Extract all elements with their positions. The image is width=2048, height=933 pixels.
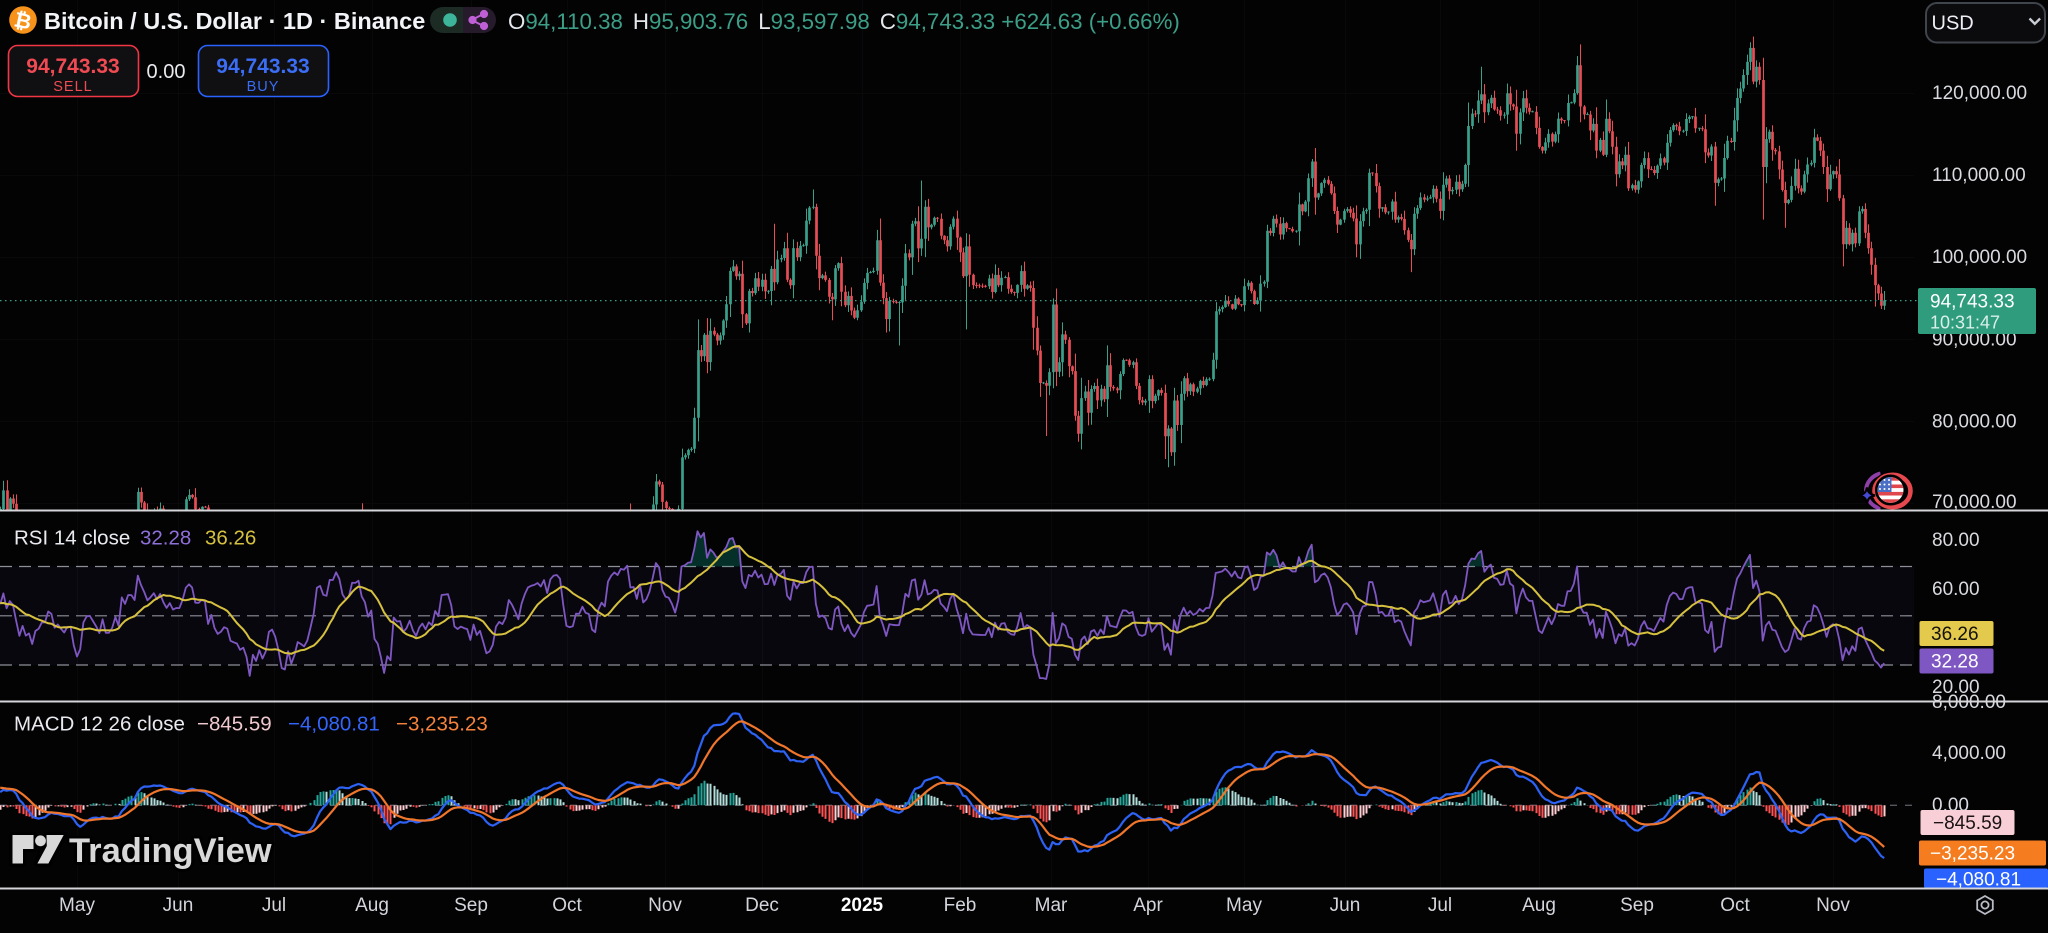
svg-text:32.28: 32.28 [1931, 652, 1979, 673]
svg-text:94,743.33: 94,743.33 [26, 55, 119, 78]
svg-text:36.26: 36.26 [205, 527, 256, 550]
svg-text:70,000.00: 70,000.00 [1932, 492, 2017, 513]
svg-text:Feb: Feb [944, 895, 977, 916]
svg-text:120,000.00: 120,000.00 [1932, 83, 2027, 104]
svg-text:TradingView: TradingView [69, 832, 272, 870]
svg-text:Dec: Dec [745, 895, 779, 916]
svg-text:RSI 14 close: RSI 14 close [14, 527, 130, 550]
svg-text:May: May [1226, 895, 1262, 916]
svg-text:Oct: Oct [552, 895, 582, 916]
svg-text:Aug: Aug [1522, 895, 1556, 916]
svg-text:110,000.00: 110,000.00 [1932, 165, 2026, 186]
svg-text:36.26: 36.26 [1931, 624, 1979, 645]
svg-text:BUY: BUY [247, 79, 280, 95]
svg-text:−4,080.81: −4,080.81 [288, 713, 380, 736]
svg-text:4,000.00: 4,000.00 [1932, 743, 2006, 764]
svg-text:−3,235.23: −3,235.23 [1930, 844, 2015, 865]
svg-text:94,743.33: 94,743.33 [1930, 292, 2015, 313]
svg-text:Oct: Oct [1720, 895, 1750, 916]
svg-text:−4,080.81: −4,080.81 [1936, 870, 2021, 891]
svg-text:94,743.33: 94,743.33 [216, 55, 309, 78]
svg-text:−845.59: −845.59 [1933, 813, 2002, 834]
svg-text:−3,235.23: −3,235.23 [396, 713, 488, 736]
svg-text:Bitcoin / U.S. Dollar · 1D · B: Bitcoin / U.S. Dollar · 1D · Binance [44, 8, 425, 34]
svg-text:MACD 12 26 close: MACD 12 26 close [14, 713, 185, 736]
svg-text:20.00: 20.00 [1932, 677, 1980, 698]
svg-text:SELL: SELL [53, 79, 92, 95]
svg-text:Nov: Nov [1816, 895, 1850, 916]
svg-text:Nov: Nov [648, 895, 682, 916]
svg-text:10:31:47: 10:31:47 [1930, 313, 2000, 333]
svg-text:100,000.00: 100,000.00 [1932, 247, 2027, 268]
svg-text:May: May [59, 895, 95, 916]
svg-text:Jun: Jun [1330, 895, 1361, 916]
svg-text:Jul: Jul [1428, 895, 1452, 916]
svg-text:Aug: Aug [355, 895, 389, 916]
svg-text:USD: USD [1932, 13, 1974, 35]
svg-text:Mar: Mar [1035, 895, 1068, 916]
svg-text:60.00: 60.00 [1932, 579, 1980, 600]
svg-text:0.00: 0.00 [147, 61, 186, 83]
svg-text:80.00: 80.00 [1932, 530, 1980, 551]
svg-text:Jul: Jul [262, 895, 286, 916]
svg-text:2025: 2025 [841, 895, 884, 916]
svg-text:Sep: Sep [454, 895, 488, 916]
svg-text:−845.59: −845.59 [197, 713, 272, 736]
svg-text:32.28: 32.28 [140, 527, 191, 550]
svg-text:90,000.00: 90,000.00 [1932, 330, 2017, 351]
svg-text:Jun: Jun [163, 895, 194, 916]
svg-text:Sep: Sep [1620, 895, 1654, 916]
svg-text:Apr: Apr [1133, 895, 1163, 916]
svg-text:₿: ₿ [12, 8, 34, 34]
svg-text:80,000.00: 80,000.00 [1932, 412, 2017, 433]
